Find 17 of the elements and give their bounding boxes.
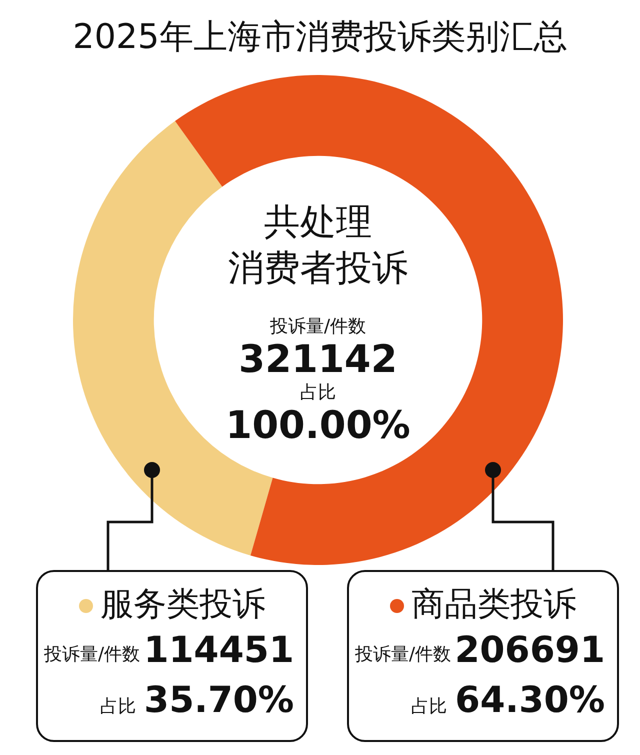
text: 占比 — [299, 381, 337, 404]
text: 占比 — [411, 695, 448, 718]
text: 64.30% — [455, 680, 605, 721]
chart-title: 2025年上海市消费投诉类别汇总 — [72, 16, 568, 59]
data-label: 206691 — [454, 630, 605, 671]
text: 100.00% — [224, 403, 412, 447]
text: 35.70% — [144, 680, 294, 721]
text: 共处理 — [263, 201, 373, 245]
text: 投诉量/件数 — [268, 315, 368, 338]
legend-label: 服务类投诉 — [100, 584, 266, 623]
data-label: 114451 — [144, 630, 294, 671]
text: 消费者投诉 — [227, 247, 409, 291]
text: 投诉量/件数 — [44, 643, 140, 666]
text: 投诉量/件数 — [355, 643, 452, 666]
legend-label: 商品类投诉 — [412, 584, 576, 623]
text: 占比 — [100, 695, 136, 718]
text: 321142 — [238, 337, 398, 381]
